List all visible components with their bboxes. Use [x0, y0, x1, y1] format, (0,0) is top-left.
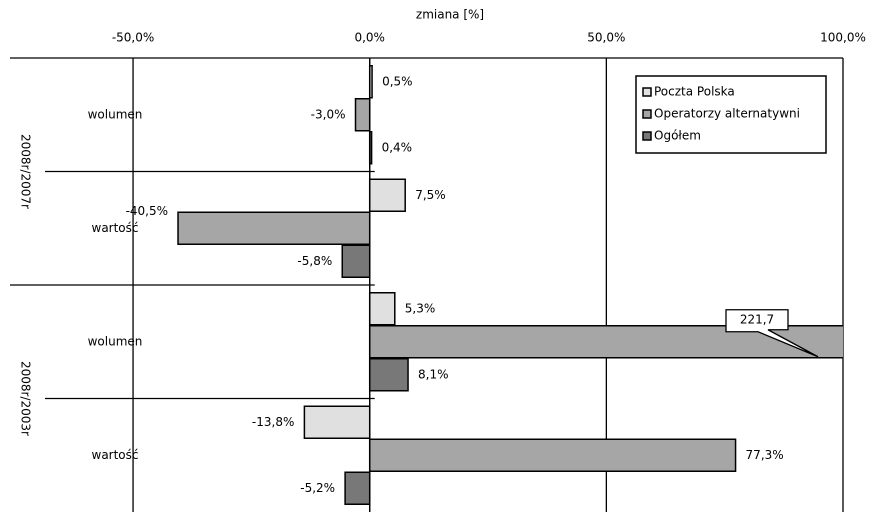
y-tick-label: wartość: [92, 448, 139, 462]
value-label: -3,0%: [311, 107, 346, 121]
bar: [341, 244, 371, 278]
value-label: 8,1%: [418, 367, 449, 381]
bar: [368, 178, 406, 212]
x-tick-label: -50,0%: [112, 31, 154, 45]
legend-label: Poczta Polska: [654, 85, 735, 99]
legend-swatch: [642, 87, 652, 97]
group-label: 2008r/2007r: [19, 134, 33, 209]
bar: [177, 211, 371, 245]
y-tick-label: wolumen: [88, 107, 143, 121]
y-tick-label: wolumen: [88, 334, 143, 348]
bar: [303, 405, 371, 439]
legend-swatch: [642, 131, 652, 141]
legend-swatch: [642, 109, 652, 119]
value-label: 5,3%: [405, 301, 436, 315]
bar: [368, 358, 409, 392]
bar: [368, 438, 737, 472]
legend: [635, 75, 827, 154]
value-label: 77,3%: [746, 448, 784, 462]
value-label: 7,5%: [415, 188, 446, 202]
x-tick-label: 100,0%: [820, 31, 866, 45]
y-tick-label: wartość: [92, 221, 139, 235]
group-label: 2008r/2003r: [19, 361, 33, 436]
bar: [344, 471, 371, 505]
legend-label: Operatorzy alternatywni: [654, 107, 800, 121]
axis-title: zmiana [%]: [416, 8, 484, 22]
x-tick-label: 50,0%: [587, 31, 625, 45]
bar: [354, 98, 371, 132]
value-label: 0,4%: [382, 140, 413, 154]
value-label: -40,5%: [126, 204, 168, 218]
x-tick-label: 0,0%: [354, 31, 385, 45]
callout: [725, 309, 819, 358]
bar: [368, 325, 843, 359]
value-label: -5,8%: [297, 254, 332, 268]
value-label: 221,7: [740, 312, 774, 326]
value-label: -5,2%: [300, 481, 335, 495]
value-label: -13,8%: [252, 415, 294, 429]
legend-label: Ogółem: [654, 129, 701, 143]
value-label: 0,5%: [382, 74, 413, 88]
bar: [368, 292, 396, 326]
